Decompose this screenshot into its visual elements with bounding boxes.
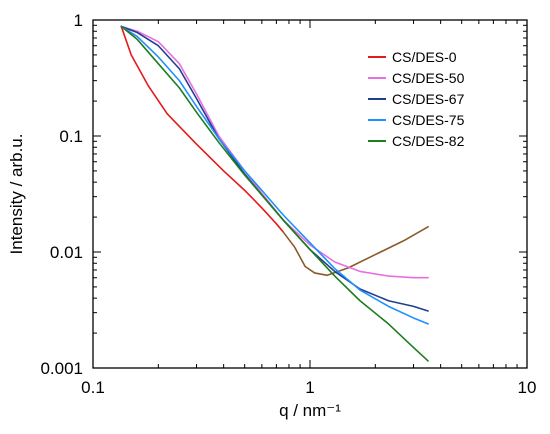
series-line-cs-des-0	[120, 25, 284, 233]
series-line-cs-des-75	[120, 25, 429, 325]
y-tick-label: 0.1	[59, 127, 83, 146]
series-line-cs-des-82	[120, 25, 429, 362]
x-tick-label: 10	[518, 378, 537, 397]
legend: CS/DES-0 CS/DES-50 CS/DES-67 CS/DES-75 CS/DE…	[368, 49, 465, 149]
x-axis-title: q / nm⁻¹	[279, 401, 341, 420]
y-tick-label: 0.001	[40, 359, 83, 378]
axis-ticks: 0.1 1 10 0.001 0.01 0.1 1	[40, 11, 536, 397]
series-line-cs-des-67	[120, 25, 429, 312]
legend-label: CS/DES-75	[392, 112, 465, 128]
series-line-cs-des-50	[120, 25, 429, 279]
legend-label: CS/DES-0	[392, 49, 457, 65]
series-line-cs-des-0	[282, 225, 429, 277]
x-tick-label: 0.1	[81, 378, 105, 397]
legend-label: CS/DES-67	[392, 91, 465, 107]
y-axis-title: Intensity / arb.u.	[7, 134, 26, 255]
plot-lines	[120, 25, 429, 362]
legend-label: CS/DES-82	[392, 133, 465, 149]
legend-label: CS/DES-50	[392, 70, 465, 86]
y-tick-label: 0.01	[50, 243, 83, 262]
y-tick-label: 1	[74, 11, 83, 30]
x-tick-label: 1	[305, 378, 314, 397]
